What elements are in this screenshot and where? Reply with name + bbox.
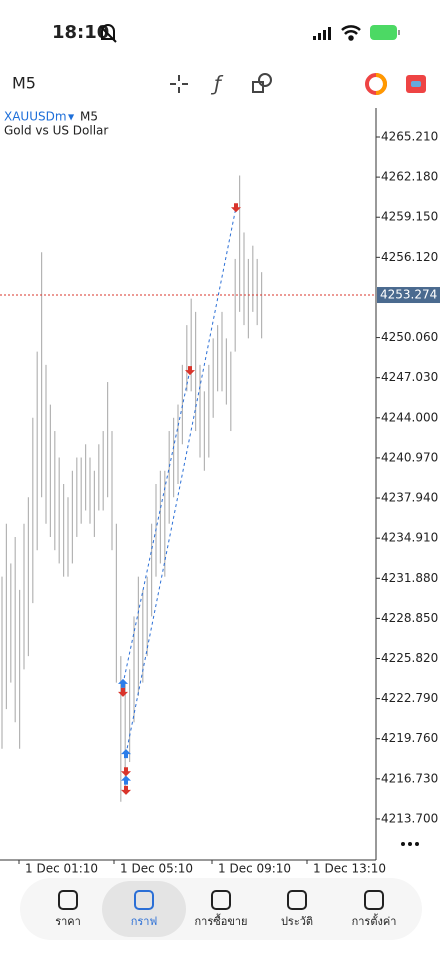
- trade-icon[interactable]: [365, 73, 387, 95]
- x-tick-label: 1 Dec 01:10: [25, 862, 98, 876]
- nav-label: ราคา: [55, 915, 81, 928]
- symbol-label[interactable]: XAUUSDm: [4, 110, 67, 124]
- sell-marker: [121, 767, 131, 777]
- y-tick-label: 4250.060: [381, 330, 438, 344]
- account-icon[interactable]: [406, 75, 426, 93]
- current-price-label: 4253.274: [380, 288, 437, 302]
- more-button[interactable]: [401, 842, 419, 846]
- sell-marker: [121, 785, 131, 795]
- indicators-button[interactable]: ƒ: [210, 72, 224, 96]
- trade-line: [125, 207, 237, 755]
- y-tick-label: 4219.760: [381, 731, 438, 745]
- nav-icon: [364, 890, 384, 910]
- y-tick-label: 4234.910: [381, 531, 438, 545]
- y-tick-label: 4222.790: [381, 691, 438, 705]
- y-tick-label: 4225.820: [381, 651, 438, 665]
- nav-icon: [211, 890, 231, 910]
- sell-marker: [231, 203, 241, 213]
- nav-item[interactable]: การตั้งค่า: [352, 890, 397, 928]
- timeframe-label: M5: [80, 110, 98, 124]
- buy-marker: [121, 749, 131, 759]
- buy-marker: [121, 775, 131, 785]
- y-tick-label: 4216.730: [381, 771, 438, 785]
- timeframe-button[interactable]: M5: [12, 74, 36, 93]
- y-tick-label: 4262.180: [381, 170, 438, 184]
- current-price-box: [377, 287, 440, 304]
- symbol-description: Gold vs US Dollar: [4, 124, 108, 138]
- nav-items: ราคา กราฟ การซื้อขาย ประวัติ การตั้งค่า: [55, 890, 397, 928]
- wifi-icon: [341, 25, 361, 41]
- y-tick-label: 4247.030: [381, 370, 438, 384]
- x-tick-label: 1 Dec 05:10: [120, 862, 193, 876]
- y-tick-label: 4244.000: [381, 410, 438, 424]
- signal-icon: [313, 27, 331, 40]
- battery-icon: [370, 25, 400, 40]
- y-tick-label: 4265.210: [381, 129, 438, 143]
- nav-label: ประวัติ: [281, 915, 313, 928]
- bell-off-icon: [99, 24, 117, 43]
- nav-item[interactable]: กราฟ: [131, 890, 158, 928]
- symbol-dropdown[interactable]: ▼: [68, 113, 75, 122]
- y-tick-label: 4213.700: [381, 811, 438, 825]
- nav-item[interactable]: การซื้อขาย: [195, 890, 248, 928]
- nav-label: กราฟ: [131, 915, 158, 928]
- objects-button[interactable]: [252, 73, 272, 93]
- y-tick-label: 4259.150: [381, 210, 438, 224]
- x-tick-label: 1 Dec 09:10: [218, 862, 291, 876]
- status-time: 18:10: [52, 22, 109, 43]
- nav-label: การตั้งค่า: [352, 913, 397, 928]
- y-tick-label: 4228.850: [381, 611, 438, 625]
- nav-item[interactable]: ราคา: [55, 890, 81, 928]
- buy-marker: [118, 678, 128, 688]
- nav-item[interactable]: ประวัติ: [281, 890, 313, 928]
- plot: [1, 175, 263, 802]
- sell-marker: [185, 366, 195, 376]
- nav-icon: [134, 890, 154, 910]
- crosshair-button[interactable]: [170, 75, 188, 93]
- nav-label: การซื้อขาย: [195, 913, 248, 928]
- y-tick-label: 4237.940: [381, 491, 438, 505]
- y-tick-label: 4231.880: [381, 571, 438, 585]
- nav-icon: [58, 890, 78, 910]
- y-tick-label: 4256.120: [381, 250, 438, 264]
- x-tick-label: 1 Dec 13:10: [313, 862, 386, 876]
- sell-marker: [118, 687, 128, 697]
- nav-icon: [287, 890, 307, 910]
- y-tick-label: 4240.970: [381, 450, 438, 464]
